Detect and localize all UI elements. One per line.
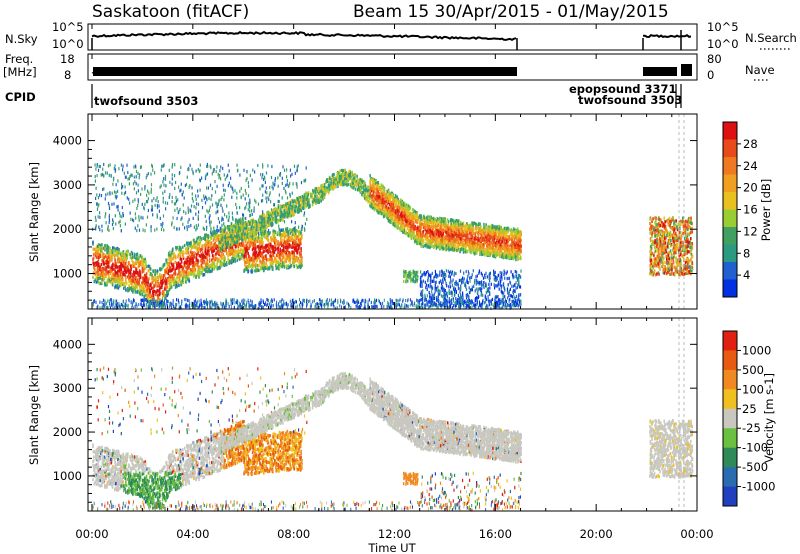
- xaxis-label: Time UT: [367, 541, 416, 554]
- nsky-trace-late: [643, 33, 692, 39]
- beam-date-title: Beam 15 30/Apr/2015 - 01/May/2015: [353, 2, 669, 22]
- y-tick-label: 3000: [53, 381, 82, 395]
- nsky-tick-top: 10^5: [52, 20, 84, 34]
- cpid-strip: CPID twofsound 3503 epopsound 3371 twofs…: [5, 82, 682, 108]
- cpid-segment-3: twofsound 3503: [578, 93, 682, 107]
- station-title: Saskatoon (fitACF): [92, 2, 249, 22]
- cpid-segment-2: epopsound 3371: [569, 82, 677, 96]
- x-tick-label: 00:00: [75, 527, 108, 541]
- colorbar-tick-label: 8: [743, 246, 750, 260]
- colorbar-tick-label: -100: [742, 441, 768, 455]
- nsky-label: N.Sky: [5, 32, 38, 46]
- velocity-colorbar: 1000 500 100 25 -25 -100 -500 -1000 Velocity [m…: [722, 330, 776, 507]
- freq-unit-label: [MHz]: [3, 65, 37, 79]
- colorbar-tick-label: 100: [742, 382, 764, 396]
- nsearch-label: N.Search: [745, 31, 797, 45]
- colorbar-tick-label: -25: [742, 421, 761, 435]
- nsky-trace: [91, 30, 517, 42]
- y-tick-label: 2000: [53, 425, 82, 439]
- velocity-ylabel: Slant Range [km]: [27, 365, 41, 465]
- power-colorbar: 4 8 12 16 20 24 28 Power [dB]: [722, 121, 773, 298]
- cpid-label: CPID: [5, 90, 36, 104]
- colorbar-tick-label: 1000: [742, 343, 771, 357]
- colorbar-tick-label: 12: [743, 224, 758, 238]
- nsky-tick-bottom: 10^0: [52, 37, 84, 51]
- power-colorbar-label: Power [dB]: [759, 179, 773, 242]
- x-tick-label: 12:00: [378, 527, 411, 541]
- x-tick-label: 16:00: [479, 527, 512, 541]
- power-scatter: [92, 114, 694, 310]
- velocity-y-axis: 1000 2000 3000 4000: [53, 337, 697, 503]
- colorbar-tick-label: -1000: [742, 480, 775, 494]
- velocity-panel: 1000 2000 3000 4000 Slant Range [km]: [27, 317, 698, 512]
- power-y-axis: 1000 2000 3000 4000: [53, 134, 697, 301]
- colorbar-tick-label: 28: [743, 137, 758, 151]
- colorbar-tick-label: 500: [742, 363, 764, 377]
- nsky-right-tick-bottom: 10^0: [707, 37, 739, 51]
- freq-strip: Freq. [MHz] 18 8 80 0 Nave: [3, 52, 775, 82]
- y-tick-label: 4000: [53, 337, 82, 351]
- colorbar-tick-label: -500: [742, 460, 768, 474]
- freq-tick-bottom: 8: [64, 68, 71, 82]
- y-tick-label: 1000: [53, 267, 82, 281]
- x-tick-label: 00:00: [680, 527, 713, 541]
- x-tick-label: 08:00: [277, 527, 310, 541]
- velocity-scatter: [92, 318, 694, 512]
- freq-bar-late: [643, 67, 677, 76]
- nsky-strip: N.Sky 10^5 10^0 10^5 10^0 N.Search: [5, 20, 797, 51]
- freq-bar-last: [681, 64, 692, 76]
- y-tick-label: 4000: [53, 134, 82, 148]
- colorbar-tick-label: 20: [743, 181, 758, 195]
- nsky-right-tick-top: 10^5: [707, 20, 739, 34]
- power-panel: 1000 2000 3000 4000 Slant Range [km]: [27, 113, 698, 310]
- y-tick-label: 3000: [53, 178, 82, 192]
- nave-trace: [91, 69, 516, 75]
- colorbar-tick-label: 25: [742, 402, 757, 416]
- y-tick-label: 1000: [53, 469, 82, 483]
- colorbar-tick-label: 24: [743, 159, 758, 173]
- nave-tick-top: 80: [707, 52, 722, 66]
- freq-label: Freq.: [5, 52, 33, 66]
- x-tick-label: 20:00: [580, 527, 613, 541]
- x-tick-label: 04:00: [176, 527, 209, 541]
- colorbar-tick-label: 4: [743, 268, 750, 282]
- nave-tick-bottom: 0: [707, 68, 714, 82]
- cpid-segment-1: twofsound 3503: [94, 94, 198, 108]
- colorbar-tick-label: 16: [743, 203, 758, 217]
- y-tick-label: 2000: [53, 222, 82, 236]
- nave-label: Nave: [745, 63, 775, 77]
- time-axis: 00:00 04:00 08:00 12:00 16:00 20:00 00:00: [75, 24, 714, 541]
- power-ylabel: Slant Range [km]: [27, 162, 41, 262]
- freq-tick-top: 18: [60, 52, 75, 66]
- velocity-colorbar-label: Velocity [m s-1]: [762, 373, 776, 463]
